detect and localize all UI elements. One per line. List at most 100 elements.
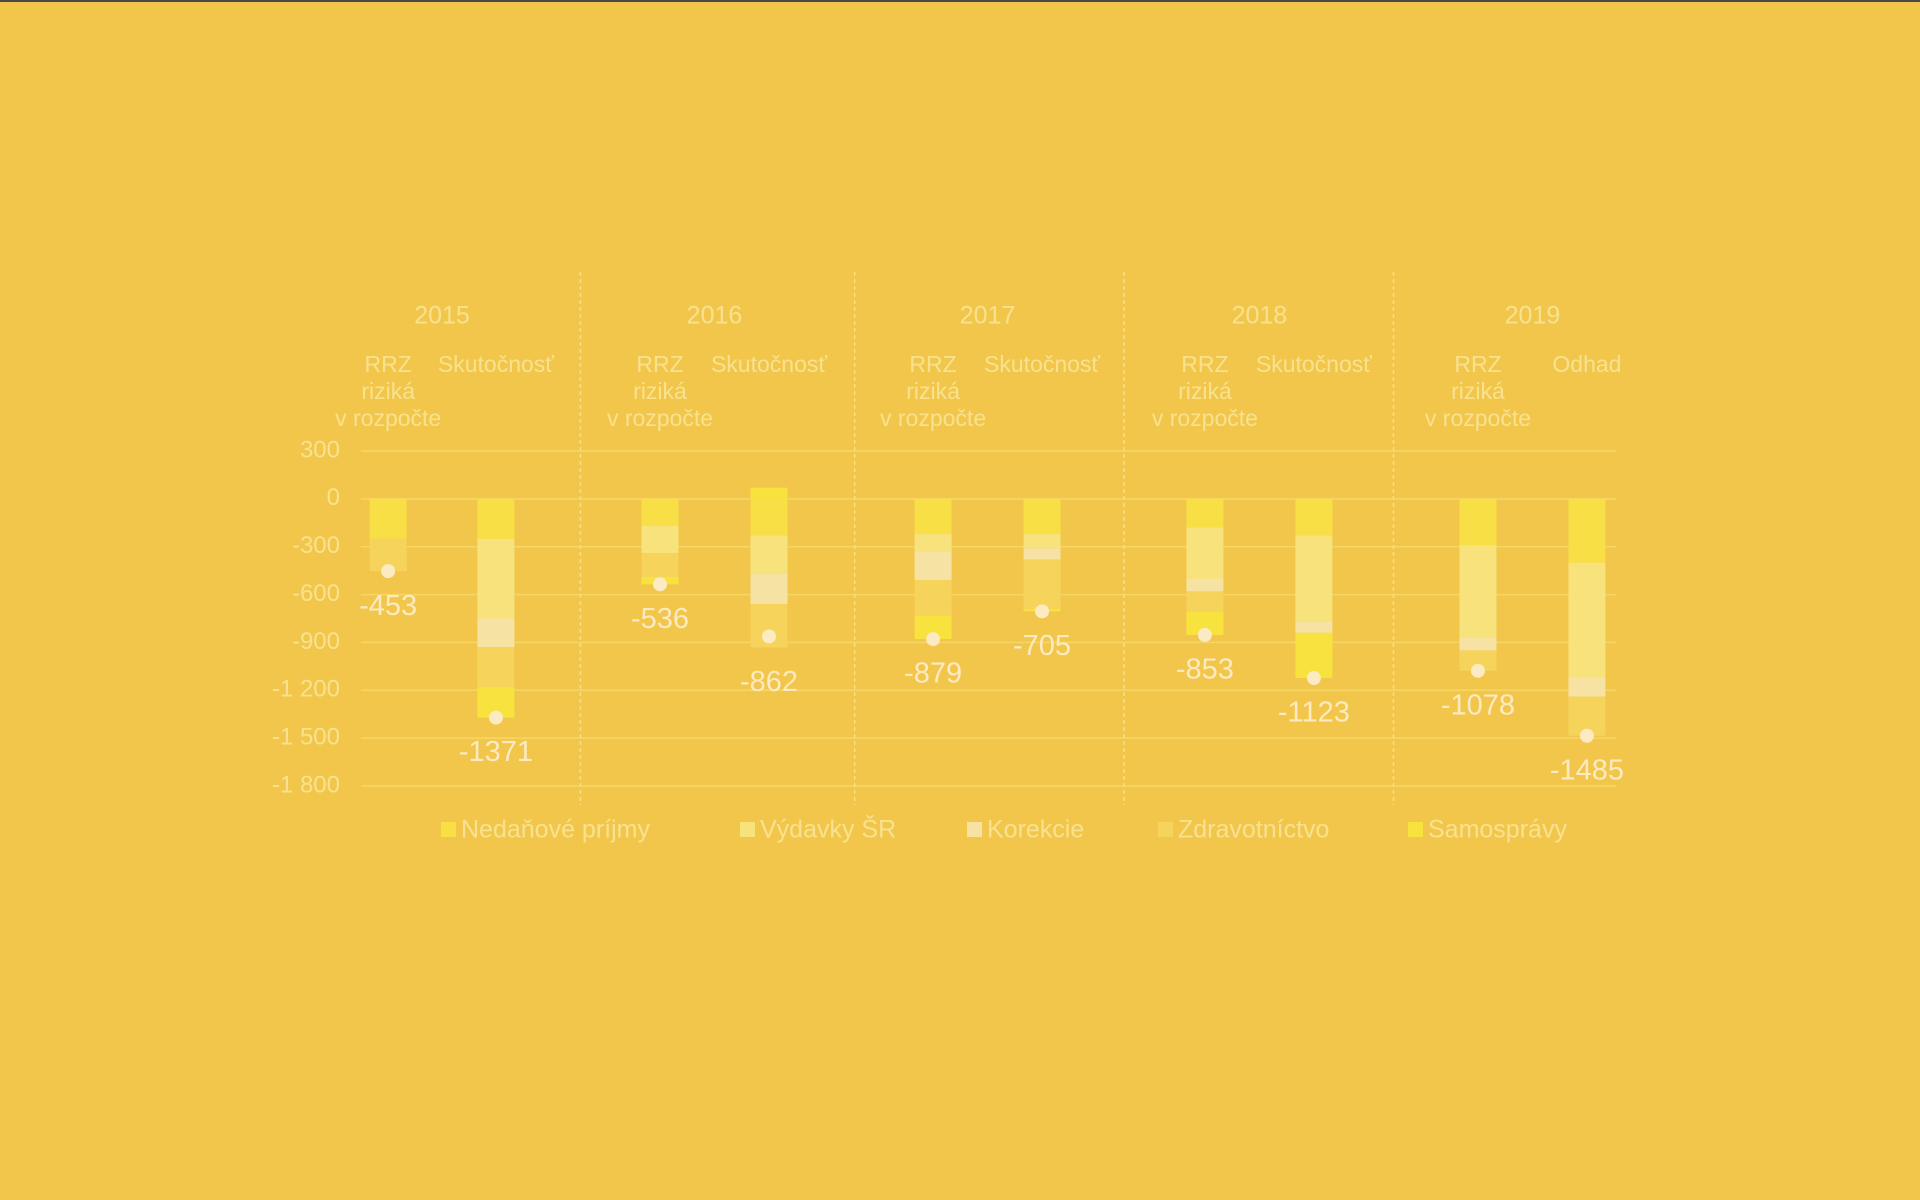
legend-label: Korekcie (987, 816, 1084, 844)
bar-segment (641, 525, 679, 554)
total-label: -1123 (1278, 697, 1350, 729)
group-label: 2018 (1232, 302, 1288, 330)
category-label: v rozpočte (1425, 405, 1531, 431)
total-dot (1035, 604, 1050, 619)
bar-segment (1568, 677, 1606, 697)
bar-segment (477, 538, 515, 619)
total-label: -453 (359, 590, 417, 622)
total-label: -1485 (1550, 754, 1624, 786)
y-tick-label: -900 (292, 628, 340, 655)
category-label: RRZ (636, 351, 683, 377)
bar-segment (477, 498, 515, 539)
category-label: v rozpočte (335, 405, 441, 431)
bar-segment (1186, 612, 1224, 635)
total-label: -1078 (1441, 689, 1515, 721)
y-tick-label: -1 500 (272, 723, 340, 750)
bar-segment (1186, 591, 1224, 613)
bar-segment (1023, 559, 1061, 609)
category-label: Skutočnosť (984, 351, 1100, 377)
bar-segment (914, 498, 952, 534)
group-label: 2016 (687, 302, 743, 330)
bar-segment (1186, 527, 1224, 579)
bar-segment (1459, 637, 1497, 651)
category-label: riziká (1451, 378, 1505, 404)
category-label: riziká (906, 378, 960, 404)
category-label: riziká (1178, 378, 1232, 404)
category-label: RRZ (365, 351, 412, 377)
bar-segment (1023, 498, 1061, 534)
top-border (0, 0, 1920, 2)
bar-segment (477, 647, 515, 688)
bar-segment (641, 498, 679, 526)
y-tick-label: -1 200 (272, 676, 340, 703)
legend-swatch (1408, 822, 1423, 837)
bar-segment (750, 535, 788, 574)
bar-segment (914, 533, 952, 552)
bar-segment (914, 615, 952, 640)
category-label: v rozpočte (607, 405, 713, 431)
bar-segment (369, 498, 407, 539)
category-label: Skutočnosť (1256, 351, 1372, 377)
total-label: -853 (1176, 654, 1234, 686)
total-dot (1579, 728, 1594, 743)
group-label: 2017 (960, 302, 1016, 330)
y-tick-label: 300 (300, 436, 340, 463)
legend-label: Nedaňové príjmy (461, 816, 650, 844)
total-label: -879 (904, 658, 962, 690)
bar-segment (1459, 498, 1497, 546)
total-dot (1306, 671, 1321, 686)
total-dot (653, 577, 668, 592)
legend-label: Samosprávy (1428, 816, 1567, 844)
bar-segment (750, 498, 788, 536)
bar-segment (1295, 621, 1333, 633)
category-label: Skutočnosť (711, 351, 827, 377)
category-label: RRZ (1454, 351, 1501, 377)
total-dot (761, 629, 776, 644)
legend-swatch (740, 822, 755, 837)
y-tick-label: 0 (327, 484, 340, 511)
total-label: -536 (631, 603, 689, 635)
bar-segment (1568, 498, 1606, 563)
total-dot (926, 632, 941, 647)
legend-label: Výdavky ŠR (760, 815, 896, 844)
category-label: Skutočnosť (438, 351, 554, 377)
y-tick-label: -600 (292, 580, 340, 607)
bar-segment (1295, 535, 1333, 622)
category-label: RRZ (909, 351, 956, 377)
legend-swatch (441, 822, 456, 837)
group-label: 2015 (414, 302, 470, 330)
total-label: -1371 (459, 736, 533, 768)
total-label: -705 (1013, 630, 1071, 662)
category-label: Odhad (1552, 351, 1621, 377)
total-dot (381, 564, 396, 579)
category-label: RRZ (1181, 351, 1228, 377)
category-label: riziká (633, 378, 687, 404)
y-tick-label: -1 800 (272, 771, 340, 798)
bar-segment (1186, 578, 1224, 592)
bar-segment (477, 618, 515, 648)
category-label: riziká (361, 378, 415, 404)
y-tick-label: -300 (292, 532, 340, 559)
total-dot (488, 710, 503, 725)
group-label: 2019 (1505, 302, 1561, 330)
bar-segment (1459, 545, 1497, 638)
bar-segment (641, 553, 679, 578)
bar-segment (1568, 562, 1606, 678)
bar-segment (750, 487, 788, 499)
bar-segment (1459, 650, 1497, 671)
total-dot (1197, 627, 1212, 642)
bar-segment (1023, 548, 1061, 560)
category-label: v rozpočte (880, 405, 986, 431)
legend-label: Zdravotníctvo (1178, 816, 1329, 844)
bar-segment (914, 551, 952, 581)
bar-segment (1295, 498, 1333, 536)
bar-segment (750, 573, 788, 605)
bar-segment (914, 580, 952, 616)
bar-segment (1023, 533, 1061, 549)
total-label: -862 (740, 666, 798, 698)
legend-swatch (1158, 822, 1173, 837)
total-dot (1470, 663, 1485, 678)
legend-swatch (967, 822, 982, 837)
